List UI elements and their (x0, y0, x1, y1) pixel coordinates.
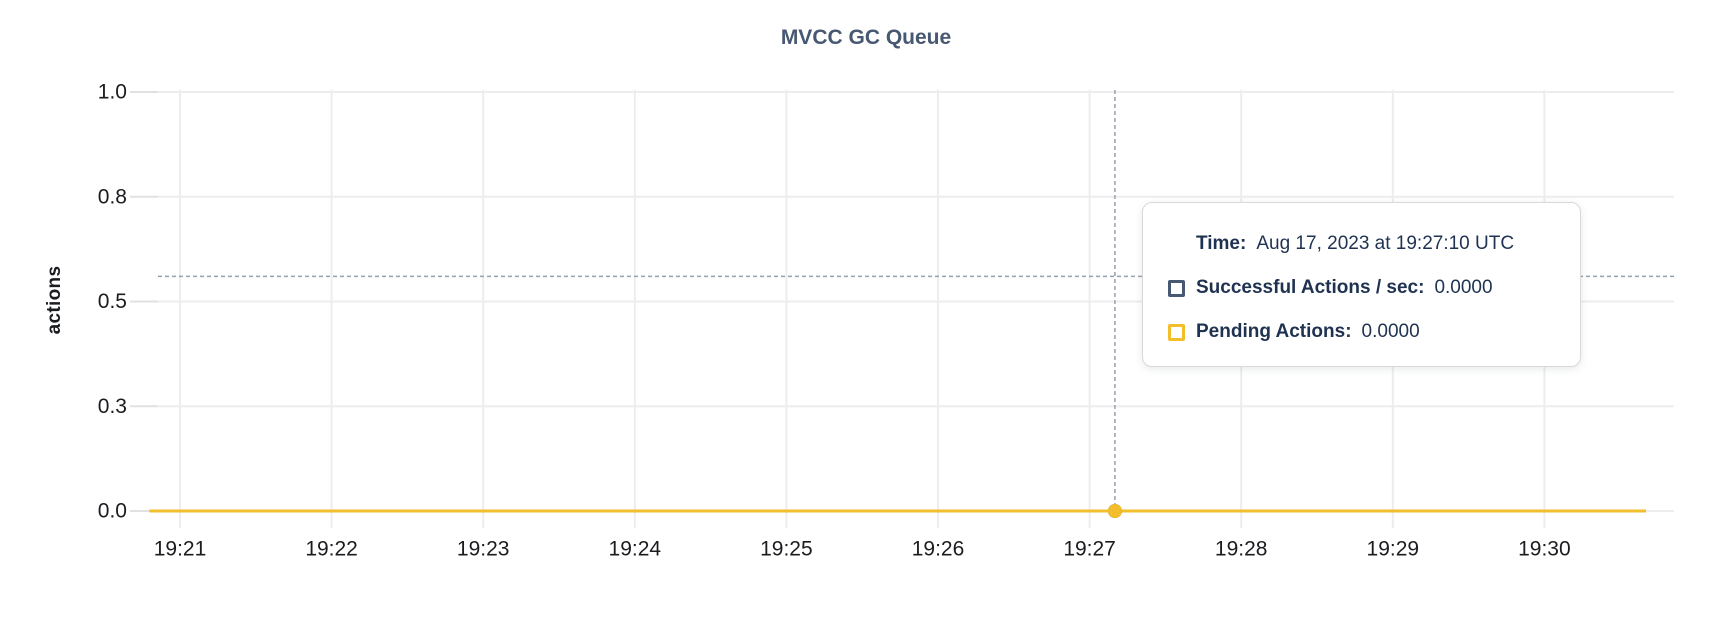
x-tick-label: 19:27 (1063, 538, 1116, 561)
hover-tooltip: Time: Aug 17, 2023 at 19:27:10 UTC Succe… (1142, 202, 1581, 367)
tooltip-pending-actions-value: 0.0000 (1361, 321, 1420, 342)
y-tick-label: 1.0 (98, 81, 127, 104)
tooltip-pending-actions-row: Pending Actions: 0.0000 (1168, 322, 1580, 342)
pending-actions-hover-dot (1107, 504, 1122, 518)
tooltip-successful-actions-value: 0.0000 (1434, 277, 1493, 298)
tooltip-time-row: Time: Aug 17, 2023 at 19:27:10 UTC (1168, 234, 1580, 254)
y-tick-label: 0.8 (98, 185, 127, 208)
y-tick-label: 0.0 (98, 500, 127, 523)
tooltip-time-value: Aug 17, 2023 at 19:27:10 UTC (1256, 233, 1515, 254)
pending-actions-swatch-icon (1168, 323, 1185, 341)
tooltip-pending-actions-label: Pending Actions: (1196, 321, 1352, 342)
x-tick-label: 19:29 (1367, 538, 1420, 561)
x-tick-label: 19:21 (154, 538, 207, 561)
chart-title: MVCC GC Queue (780, 26, 952, 49)
tooltip-swatch-spacer (1168, 236, 1185, 253)
tooltip-successful-actions-label: Successful Actions / sec: (1196, 277, 1425, 298)
x-tick-label: 19:24 (609, 538, 662, 561)
x-tick-label: 19:23 (457, 538, 510, 561)
x-tick-label: 19:22 (305, 538, 358, 561)
tooltip-successful-actions-row: Successful Actions / sec: 0.0000 (1168, 278, 1580, 298)
y-tick-label: 0.5 (98, 290, 127, 313)
tooltip-time-label: Time: (1196, 233, 1247, 254)
x-tick-label: 19:25 (760, 538, 813, 561)
x-tick-label: 19:28 (1215, 538, 1268, 561)
successful-actions-swatch-icon (1168, 279, 1185, 297)
x-tick-label: 19:30 (1518, 538, 1571, 561)
y-tick-label: 0.3 (98, 395, 127, 418)
x-tick-label: 19:26 (912, 538, 965, 561)
